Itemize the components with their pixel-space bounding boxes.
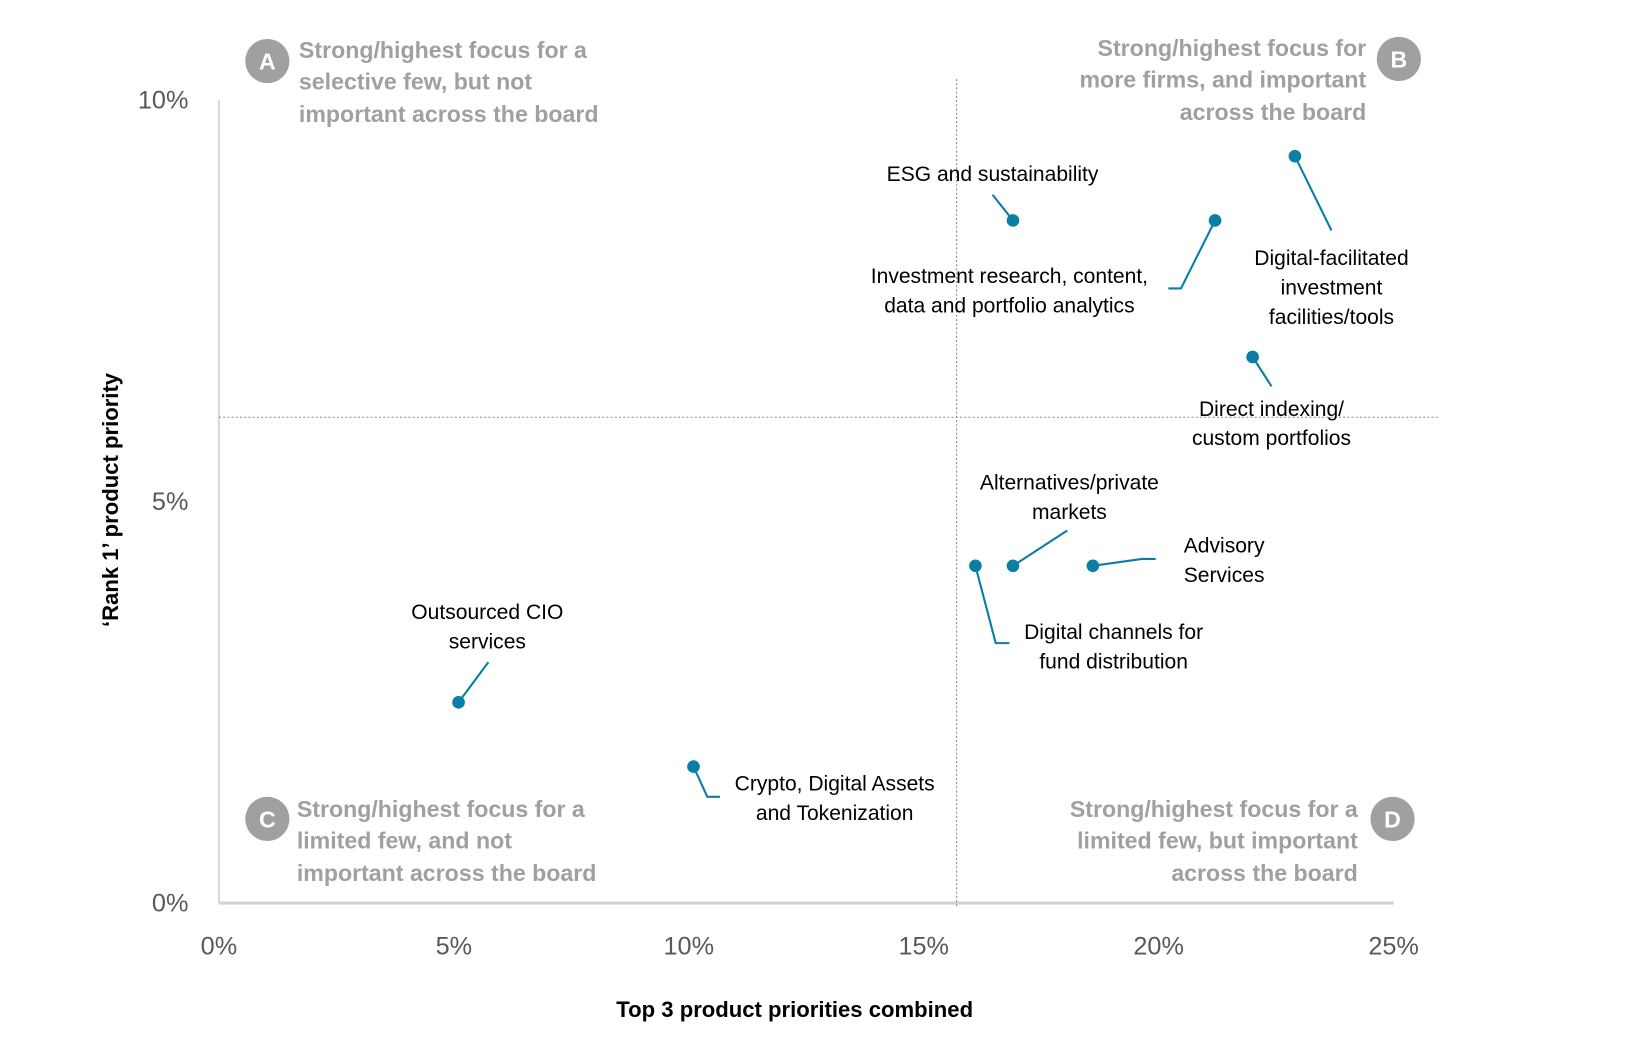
quadrant-text-line: Strong/highest focus for a xyxy=(1070,796,1359,822)
quadrant-text-line: Strong/highest focus for xyxy=(1098,35,1367,61)
data-point xyxy=(1208,214,1222,227)
x-tick-label: 20% xyxy=(1133,933,1184,961)
quadrant-text-line: limited few, and not xyxy=(297,827,512,853)
quadrant-text-line: important across the board xyxy=(297,860,597,886)
data-point-label: custom portfolios xyxy=(1192,427,1351,450)
data-point-label: Crypto, Digital Assets xyxy=(735,772,935,795)
quadrant-text-line: Strong/highest focus for a xyxy=(297,796,586,822)
data-point xyxy=(1246,350,1259,364)
x-axis-title: Top 3 product priorities combined xyxy=(616,997,973,1022)
data-point xyxy=(1006,214,1020,227)
quadrant-text-line: important across the board xyxy=(299,101,599,127)
data-point-label: fund distribution xyxy=(1039,650,1188,673)
leader-line xyxy=(1168,219,1216,290)
data-point xyxy=(1006,559,1020,573)
data-point xyxy=(969,559,982,573)
leader-line xyxy=(974,565,1010,645)
y-tick-label: 5% xyxy=(152,488,188,516)
quadrant-letter: D xyxy=(1384,806,1401,832)
data-point-label: ESG and sustainability xyxy=(887,163,1099,186)
x-tick-label: 5% xyxy=(436,933,473,961)
data-point-label: Advisory xyxy=(1184,535,1265,558)
quadrant-text-line: across the board xyxy=(1171,860,1357,886)
data-point-label: Direct indexing/ xyxy=(1199,398,1344,421)
quadrant-badge xyxy=(1376,36,1421,82)
data-point-label: services xyxy=(449,630,526,653)
data-point-label: investment xyxy=(1281,277,1383,300)
x-tick-label: 0% xyxy=(201,933,238,961)
data-point-label: Investment research, content, xyxy=(871,265,1148,288)
quadrant-text-line: across the board xyxy=(1180,99,1366,125)
data-point xyxy=(452,696,465,709)
x-tick-label: 10% xyxy=(664,933,715,961)
x-tick-label: 25% xyxy=(1368,933,1419,961)
quadrant-badge xyxy=(245,796,290,842)
quadrant-d-annotation: D Strong/highest focus for a limited few, … xyxy=(1070,796,1415,886)
data-point-label: data and portfolio analytics xyxy=(884,295,1134,318)
leader-line xyxy=(1293,155,1333,231)
data-point-label: Digital-facilitated xyxy=(1254,247,1408,270)
data-point xyxy=(1288,149,1302,163)
data-point-label: facilities/tools xyxy=(1269,306,1394,329)
quadrant-badge xyxy=(1370,796,1415,842)
data-point-label: Digital channels for xyxy=(1024,621,1203,644)
quadrant-badge xyxy=(245,38,290,84)
quadrant-text-line: Strong/highest focus for a xyxy=(299,37,588,63)
data-point-label: and Tokenization xyxy=(756,802,914,825)
quadrant-letter: A xyxy=(259,48,276,74)
quadrant-letter: C xyxy=(259,806,276,832)
data-point xyxy=(1086,559,1100,573)
leader-line xyxy=(1012,529,1068,567)
quadrant-text-line: selective few, but not xyxy=(299,68,532,94)
quadrant-b-annotation: B Strong/highest focus for more firms, and… xyxy=(1079,35,1421,125)
quadrant-letter: B xyxy=(1390,46,1407,72)
quadrant-c-annotation: C Strong/highest focus for a limited few, … xyxy=(245,796,596,886)
y-tick-label: 10% xyxy=(138,86,189,114)
data-point xyxy=(687,760,700,773)
x-tick-label: 15% xyxy=(898,933,949,961)
y-axis-title: ‘Rank 1’ product priority xyxy=(98,372,123,627)
data-point-label: Services xyxy=(1184,564,1265,587)
leader-line xyxy=(692,766,720,798)
data-point-label: markets xyxy=(1032,501,1107,524)
data-point-label: Outsourced CIO xyxy=(411,601,563,624)
leader-line xyxy=(1092,557,1156,567)
quadrant-text-line: more firms, and important xyxy=(1079,66,1366,92)
data-point-label: Alternatives/private xyxy=(980,471,1159,494)
leader-line xyxy=(457,661,490,703)
quadrant-a-annotation: A Strong/highest focus for a selective few… xyxy=(245,37,599,127)
y-tick-label: 0% xyxy=(152,890,188,918)
quadrant-text-line: limited few, but important xyxy=(1077,827,1358,853)
